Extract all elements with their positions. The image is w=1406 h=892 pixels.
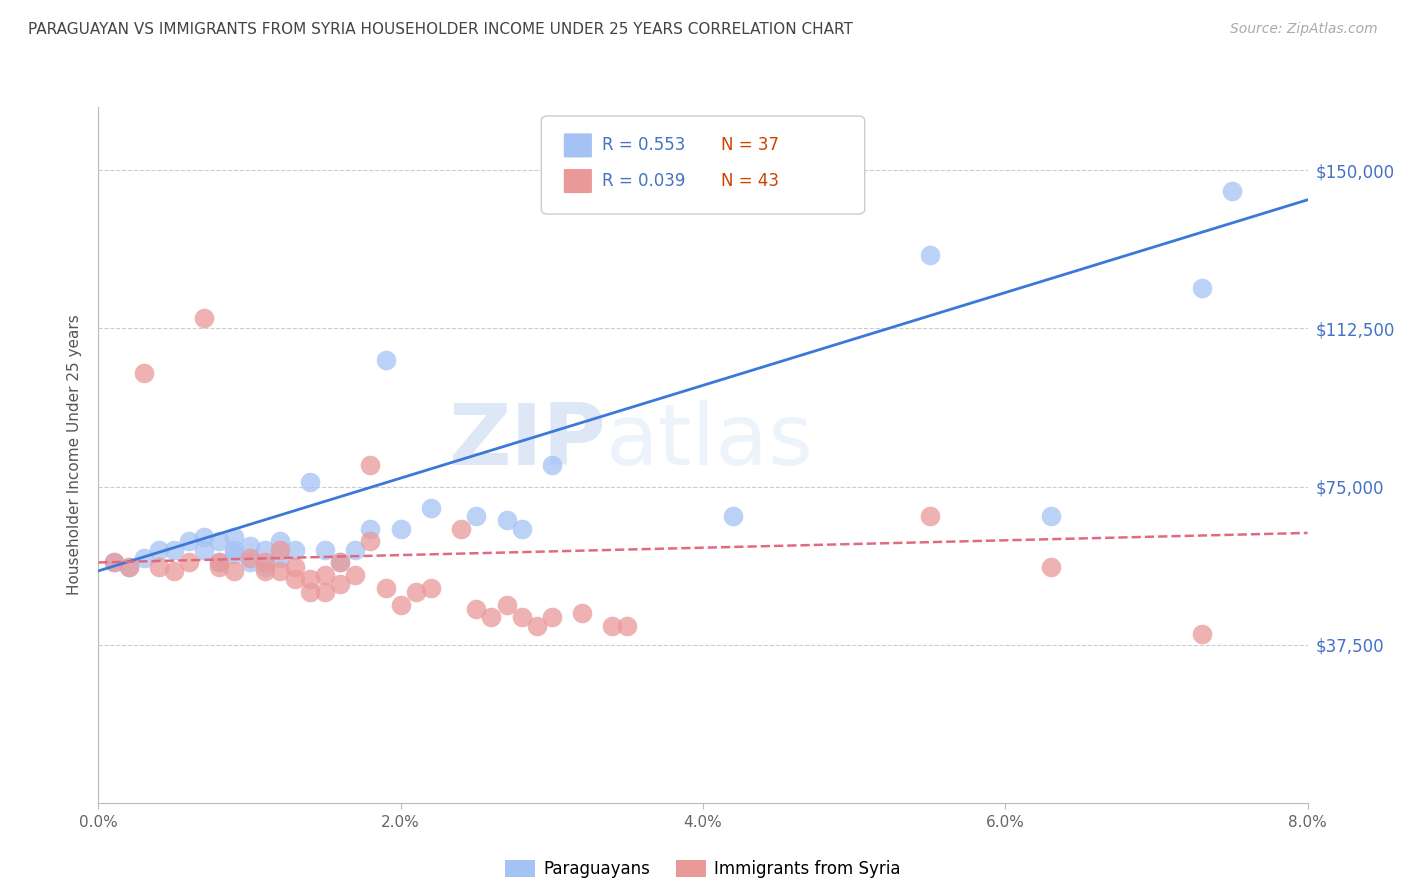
Y-axis label: Householder Income Under 25 years: Householder Income Under 25 years [67,315,83,595]
Point [208,534,231,549]
Point [253,542,276,557]
Text: atlas: atlas [606,400,814,483]
Point [193,530,215,544]
Point [224,542,246,557]
Point [193,310,215,325]
Text: R = 0.553: R = 0.553 [602,136,685,154]
Point [1039,509,1062,524]
Point [239,551,262,566]
Point [163,564,186,578]
Legend: Paraguayans, Immigrants from Syria: Paraguayans, Immigrants from Syria [499,854,907,885]
Point [510,610,533,624]
Point [541,458,564,473]
Point [616,618,638,632]
Point [299,475,322,490]
Point [179,556,201,570]
Point [284,572,307,586]
Point [1220,185,1243,199]
Point [510,522,533,536]
Point [360,522,382,536]
Point [918,247,941,261]
Point [329,576,352,591]
Point [299,585,322,599]
Text: PARAGUAYAN VS IMMIGRANTS FROM SYRIA HOUSEHOLDER INCOME UNDER 25 YEARS CORRELATIO: PARAGUAYAN VS IMMIGRANTS FROM SYRIA HOUS… [28,22,853,37]
Point [481,610,503,624]
Point [269,534,291,549]
Point [1191,281,1213,295]
Point [103,556,125,570]
Point [450,522,472,536]
Point [284,559,307,574]
Point [602,618,624,632]
Text: R = 0.039: R = 0.039 [602,172,685,190]
Point [132,551,155,566]
Point [208,556,231,570]
Point [193,542,215,557]
Point [1039,559,1062,574]
Point [329,556,352,570]
Point [253,556,276,570]
Point [541,610,564,624]
Point [163,542,186,557]
Text: N = 43: N = 43 [721,172,779,190]
Point [526,618,548,632]
Point [269,564,291,578]
Point [420,581,443,595]
Point [374,353,396,368]
Point [465,509,488,524]
Point [224,530,246,544]
Point [103,556,125,570]
Point [389,598,412,612]
Point [314,568,336,582]
Point [465,602,488,616]
Point [918,509,941,524]
Point [239,539,262,553]
Point [495,598,517,612]
Point [148,559,170,574]
Point [269,542,291,557]
Point [420,500,443,515]
Text: N = 37: N = 37 [721,136,779,154]
Point [495,513,517,527]
Point [360,534,382,549]
Point [118,559,141,574]
Point [344,568,367,582]
Point [314,585,336,599]
Point [314,542,336,557]
Point [405,585,427,599]
Point [571,606,593,620]
Point [1191,627,1213,641]
Text: Source: ZipAtlas.com: Source: ZipAtlas.com [1230,22,1378,37]
Point [360,458,382,473]
Point [239,556,262,570]
Point [224,547,246,561]
Point [148,542,170,557]
Point [344,542,367,557]
Point [118,559,141,574]
Point [269,551,291,566]
Point [208,559,231,574]
Point [208,556,231,570]
Point [374,581,396,595]
Point [389,522,412,536]
Point [284,542,307,557]
Point [132,366,155,380]
Point [179,534,201,549]
Text: ZIP: ZIP [449,400,606,483]
Point [723,509,745,524]
Point [253,564,276,578]
Point [329,556,352,570]
Point [299,572,322,586]
Point [224,564,246,578]
Point [253,559,276,574]
